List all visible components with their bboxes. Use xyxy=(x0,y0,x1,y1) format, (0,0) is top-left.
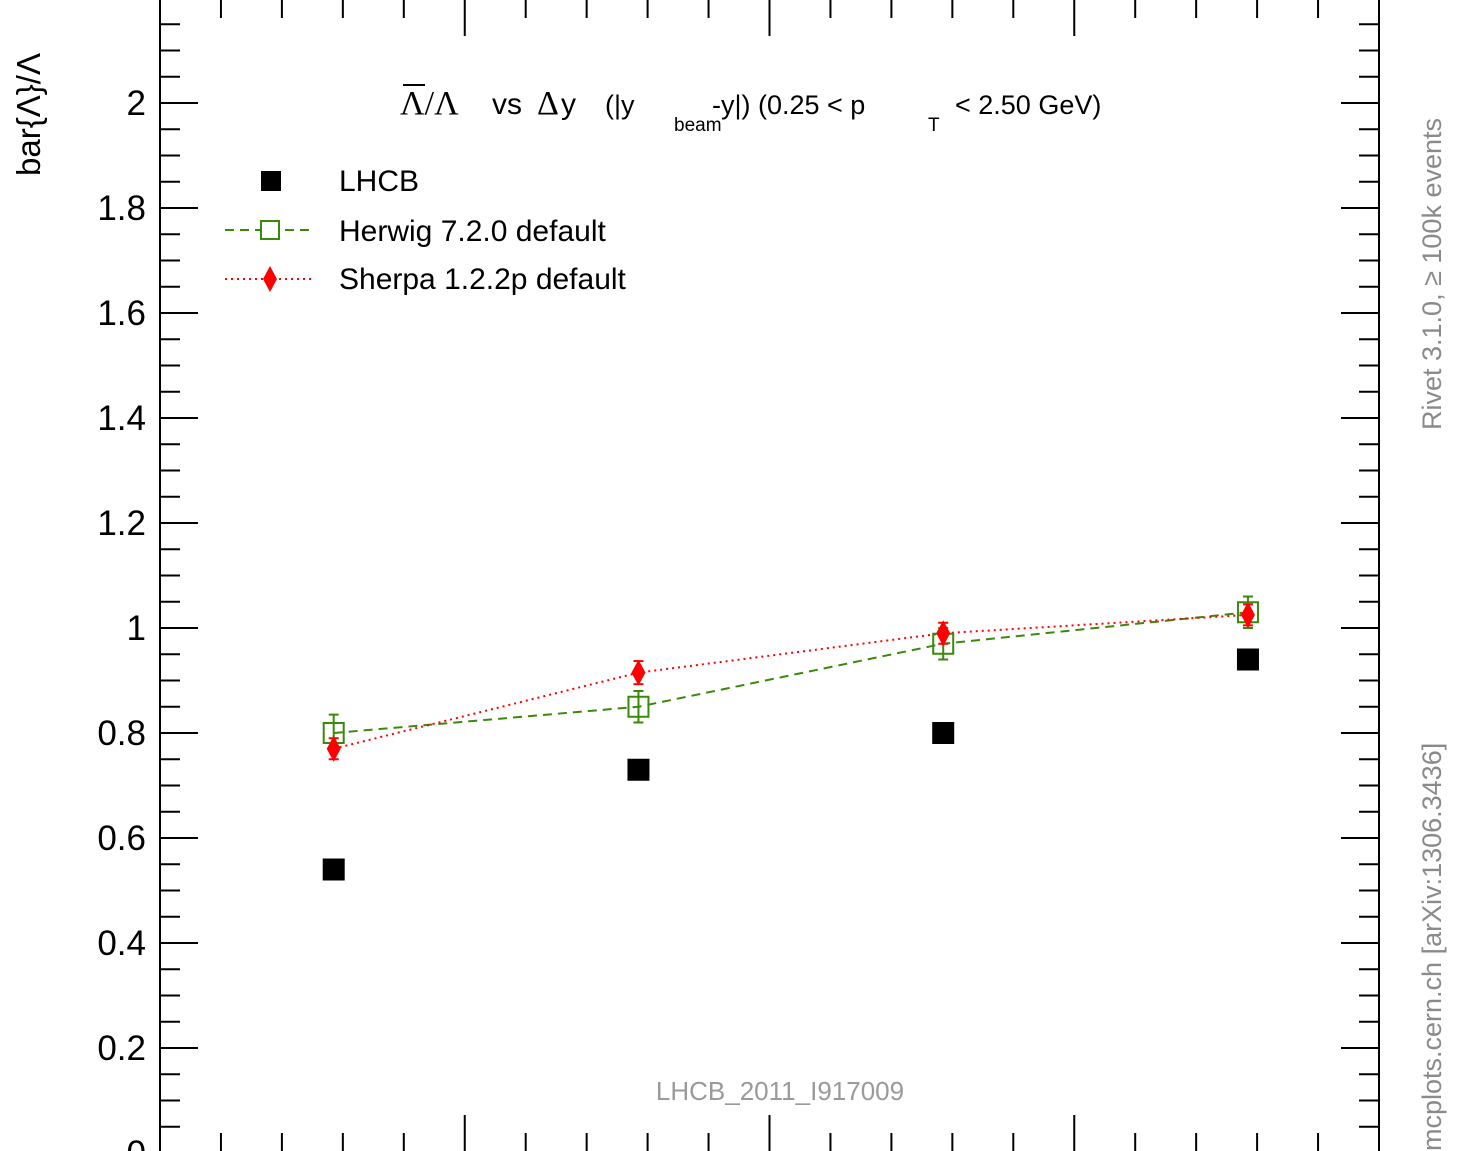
y-axis-label: bar{Λ}/Λ xyxy=(10,53,47,176)
title-sub-t: T xyxy=(928,115,940,136)
data-point-sherpa xyxy=(936,620,951,647)
legend-marker-lhcb xyxy=(261,171,281,191)
title-sub-beam: beam xyxy=(674,115,722,136)
y-tick-label: 1 xyxy=(127,609,146,648)
data-point-sherpa xyxy=(631,659,646,686)
analysis-id-label: LHCB_2011_I917009 xyxy=(656,1076,904,1106)
title-paren-rest: -y|) (0.25 < p xyxy=(712,90,865,120)
series-marks xyxy=(322,595,1259,881)
y-tick-label: 1.4 xyxy=(97,399,146,438)
legend-label-lhcb: LHCB xyxy=(339,165,419,198)
axis-ticks xyxy=(159,0,1380,1151)
title-y: y xyxy=(561,88,576,121)
y-tick-label: 1.2 xyxy=(97,504,146,543)
data-point-lhcb xyxy=(627,758,650,781)
legend-marker-sherpa xyxy=(263,266,277,292)
y-tick-label: 1.6 xyxy=(97,294,146,333)
series-line-2 xyxy=(333,613,1249,750)
mcplots-source-label: mcplots.cern.ch [arXiv:1306.3436] xyxy=(1417,743,1447,1151)
data-point-lhcb xyxy=(932,722,955,744)
rivet-version-label: Rivet 3.1.0, ≥ 100k events xyxy=(1417,118,1447,430)
legend: LHCB Herwig 7.2.0 default Sherpa 1.2.2p … xyxy=(225,165,627,296)
title-paren-open: (|y xyxy=(605,90,635,120)
data-point-sherpa xyxy=(326,735,341,762)
y-tick-labels: 0 0.2 0.4 0.6 0.8 1 1.2 1.4 1.6 1.8 2 xyxy=(97,84,146,1151)
data-point-lhcb xyxy=(322,858,345,881)
series-line-1 xyxy=(333,611,1249,734)
y-tick-label: 0 xyxy=(127,1134,146,1151)
data-point-lhcb xyxy=(1236,648,1259,671)
y-tick-label: 2 xyxy=(127,84,146,123)
title-ratio: Λ/Λ xyxy=(400,85,459,122)
y-tick-label: 0.2 xyxy=(97,1029,146,1068)
legend-label-sherpa: Sherpa 1.2.2p default xyxy=(339,263,627,296)
data-point-sherpa xyxy=(1240,601,1255,628)
data-point-herwig xyxy=(627,695,650,718)
title-vs: vs xyxy=(492,88,522,121)
y-tick-label: 1.8 xyxy=(97,189,146,228)
plot-frame xyxy=(159,0,1380,1151)
title-delta: Δ xyxy=(537,85,559,122)
legend-marker-herwig xyxy=(260,220,280,240)
title-gev: < 2.50 GeV) xyxy=(955,90,1101,120)
y-tick-label: 0.4 xyxy=(97,924,146,963)
y-tick-label: 0.6 xyxy=(97,819,146,858)
series-lines xyxy=(333,611,1249,750)
legend-label-herwig: Herwig 7.2.0 default xyxy=(339,215,606,248)
y-tick-label: 0.8 xyxy=(97,714,146,753)
chart-title: Λ/Λ vs Δ y (|y beam -y|) (0.25 < p T < 2… xyxy=(400,84,1101,136)
